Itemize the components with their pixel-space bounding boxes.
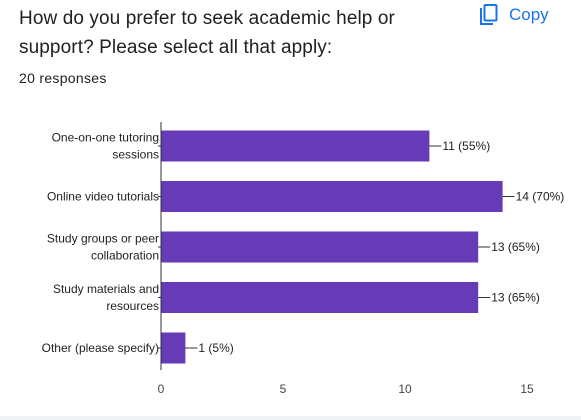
question-title: How do you prefer to seek academic help … <box>19 8 395 58</box>
category-label-line: Study materials and <box>53 282 159 296</box>
bar <box>161 332 186 364</box>
response-count: 20 responses <box>19 70 107 86</box>
x-tick-label: 15 <box>520 382 534 396</box>
category-label: Study groups or peer collaboration <box>47 232 159 263</box>
copy-button[interactable]: Copy <box>479 0 549 30</box>
data-label: 13 (65%) <box>491 291 540 305</box>
bar <box>161 282 479 313</box>
bar <box>161 231 479 263</box>
category-label: Study materials and resources <box>53 282 159 313</box>
bar <box>161 130 430 162</box>
category-label-line: collaboration <box>91 249 159 263</box>
x-tick-label: 10 <box>398 382 412 396</box>
divider <box>0 416 581 420</box>
data-label: 11 (55%) <box>442 139 490 153</box>
category-label-line: Other (please specify) <box>42 341 159 355</box>
data-label: 13 (65%) <box>491 240 540 254</box>
copy-icon <box>479 4 499 26</box>
copy-label: Copy <box>509 5 549 24</box>
category-label: Other (please specify) <box>42 341 159 355</box>
category-label-line: One-on-one tutoring <box>52 131 159 145</box>
category-label: Online video tutorials <box>47 190 159 204</box>
category-label-line: Study groups or peer <box>47 232 159 246</box>
category-label-line: resources <box>106 299 159 313</box>
bar <box>161 181 503 212</box>
data-label: 1 (5%) <box>198 341 233 355</box>
x-tick-label: 5 <box>280 382 287 396</box>
data-label: 14 (70%) <box>516 190 565 204</box>
x-tick-label: 0 <box>158 382 165 396</box>
category-label: One-on-one tutoring sessions <box>52 131 159 162</box>
category-label-line: sessions <box>112 148 159 162</box>
category-label-line: Online video tutorials <box>47 190 159 204</box>
